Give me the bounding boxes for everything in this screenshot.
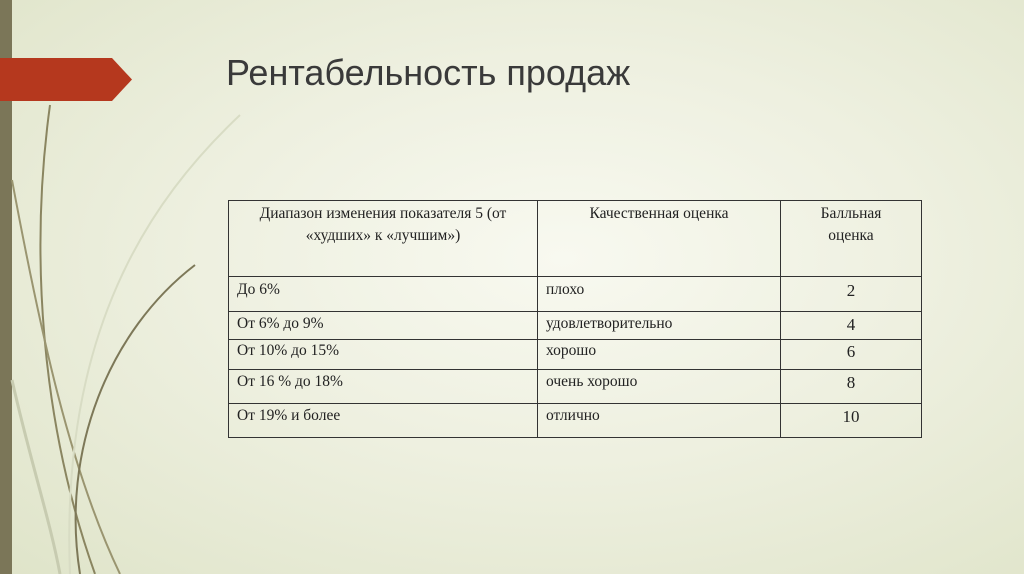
cell-range: До 6% bbox=[228, 276, 538, 312]
cell-score: 4 bbox=[780, 311, 922, 340]
profitability-table: Диапазон изменения показателя 5 (от «худ… bbox=[228, 200, 922, 438]
cell-quality: отлично bbox=[537, 403, 781, 438]
header-range: Диапазон изменения показателя 5 (от «худ… bbox=[228, 200, 538, 277]
cell-score: 2 bbox=[780, 276, 922, 312]
table-row: От 10% до 15% хорошо 6 bbox=[228, 339, 922, 370]
table-row: До 6% плохо 2 bbox=[228, 276, 922, 312]
cell-quality: плохо bbox=[537, 276, 781, 312]
decorative-curves bbox=[10, 104, 241, 574]
header-score: Балльная оценка bbox=[780, 200, 922, 277]
cell-quality: удовлетворительно bbox=[537, 311, 781, 340]
cell-quality: хорошо bbox=[537, 339, 781, 370]
title-banner-arrow bbox=[0, 58, 132, 101]
cell-score: 6 bbox=[780, 339, 922, 370]
slide-title: Рентабельность продаж bbox=[226, 52, 631, 93]
cell-range: От 16 % до 18% bbox=[228, 369, 538, 404]
cell-range: От 6% до 9% bbox=[228, 311, 538, 340]
cell-quality: очень хорошо bbox=[537, 369, 781, 404]
cell-range: От 19% и более bbox=[228, 403, 538, 438]
cell-score: 8 bbox=[780, 369, 922, 404]
table-row: От 16 % до 18% очень хорошо 8 bbox=[228, 369, 922, 404]
table-header-row: Диапазон изменения показателя 5 (от «худ… bbox=[228, 200, 922, 277]
table-row: От 6% до 9% удовлетворительно 4 bbox=[228, 311, 922, 340]
sidebar-stripe bbox=[0, 0, 12, 574]
cell-range: От 10% до 15% bbox=[228, 339, 538, 370]
header-quality: Качественная оценка bbox=[537, 200, 781, 277]
cell-score: 10 bbox=[780, 403, 922, 438]
table-row: От 19% и более отлично 10 bbox=[228, 403, 922, 438]
